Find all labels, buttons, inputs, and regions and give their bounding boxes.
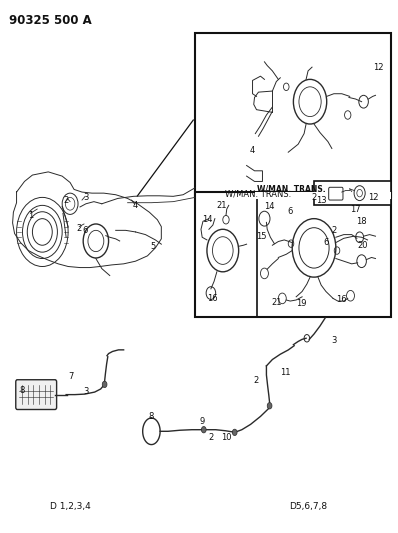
Text: 21: 21 (217, 201, 227, 210)
Text: 5: 5 (151, 242, 156, 251)
Text: W/MAN. TRANS.: W/MAN. TRANS. (256, 184, 325, 193)
Text: 18: 18 (356, 217, 367, 226)
Bar (195, 192, 391, 317)
Text: 12: 12 (373, 63, 384, 71)
Text: 20: 20 (357, 241, 368, 250)
Text: 11: 11 (280, 368, 291, 377)
Text: 2: 2 (208, 433, 213, 442)
Text: 21: 21 (271, 297, 282, 306)
Circle shape (267, 402, 272, 409)
Text: 6: 6 (323, 238, 329, 247)
Text: 13: 13 (316, 196, 326, 205)
Text: 17: 17 (350, 205, 361, 214)
Text: D 1,2,3,4: D 1,2,3,4 (50, 502, 90, 511)
Circle shape (232, 429, 237, 435)
FancyBboxPatch shape (16, 379, 57, 409)
Bar (255, 192, 391, 199)
Text: 16: 16 (207, 294, 218, 303)
Text: 8: 8 (20, 386, 25, 395)
Text: 6: 6 (287, 207, 293, 216)
Text: 2: 2 (254, 376, 259, 385)
Text: 2: 2 (311, 193, 317, 202)
Text: 1: 1 (28, 212, 33, 221)
Text: 14: 14 (202, 215, 212, 224)
Text: 2: 2 (331, 227, 336, 236)
Text: 16: 16 (336, 295, 346, 304)
Text: 3: 3 (331, 336, 337, 345)
Text: 3: 3 (83, 387, 89, 396)
Bar (314, 181, 391, 205)
Text: 19: 19 (296, 299, 306, 308)
Circle shape (102, 381, 107, 387)
Text: D5,6,7,8: D5,6,7,8 (289, 502, 327, 511)
Text: 4: 4 (250, 146, 255, 155)
Text: 2: 2 (64, 196, 69, 205)
Bar (195, 33, 391, 197)
Text: 14: 14 (264, 203, 275, 212)
Text: W/MAN. TRANS.: W/MAN. TRANS. (225, 189, 292, 198)
Text: 9: 9 (199, 417, 205, 426)
Text: 90325 500 A: 90325 500 A (9, 14, 92, 27)
Text: 6: 6 (82, 226, 88, 235)
Text: 8: 8 (148, 412, 153, 421)
Text: 2: 2 (76, 224, 82, 233)
Text: 3: 3 (83, 193, 89, 202)
Text: 12: 12 (368, 193, 379, 202)
Circle shape (201, 426, 206, 433)
Text: 4: 4 (133, 201, 138, 210)
Text: 10: 10 (221, 433, 231, 442)
Text: 7: 7 (68, 372, 74, 381)
Text: 15: 15 (256, 232, 267, 241)
